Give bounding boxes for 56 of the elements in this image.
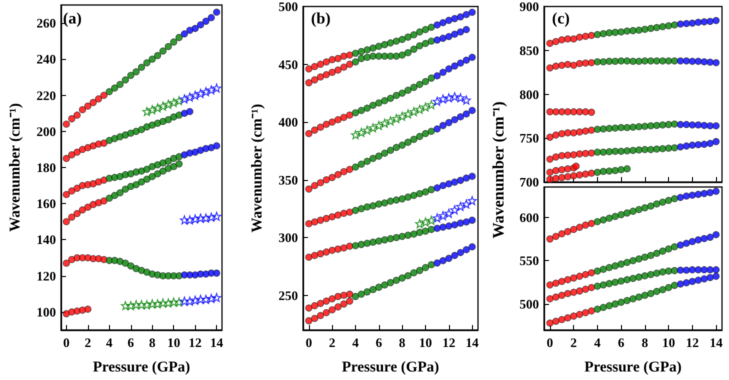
y-tick-label: 100 — [36, 304, 56, 320]
x-tick-label: 4 — [352, 335, 360, 350]
y-tick-label: 450 — [278, 56, 298, 72]
y-tick-label: 700 — [520, 174, 539, 190]
y-tick-label: 240 — [36, 52, 56, 67]
x-tick-label: 4 — [594, 335, 602, 350]
x-tick-label: 6 — [128, 335, 135, 350]
y-tick-label: 200 — [36, 124, 56, 139]
x-axis-title: Pressure (GPa) — [584, 360, 682, 376]
x-axis-title: Pressure (GPa) — [92, 360, 190, 376]
y-tick-label: 500 — [520, 296, 539, 312]
x-tick-label: 4 — [106, 335, 114, 350]
x-tick-label: 2 — [84, 335, 92, 350]
x-tick-label: 12 — [188, 335, 202, 350]
y-axis-title: Wavenumber (cm⁻¹) — [250, 104, 266, 233]
x-tick-label: 6 — [618, 335, 625, 350]
y-tick-label: 250 — [278, 288, 298, 303]
x-tick-label: 8 — [148, 335, 156, 350]
y-tick-label: 120 — [36, 268, 56, 284]
annotation: (c) — [552, 10, 570, 28]
y-tick-label: 600 — [520, 210, 539, 225]
y-tick-label: 900 — [520, 0, 539, 14]
x-tick-label: 10 — [662, 335, 676, 350]
y-tick-label: 500 — [278, 0, 298, 14]
x-tick-label: 0 — [306, 335, 312, 350]
x-tick-label: 0 — [546, 335, 554, 350]
y-tick-label: 400 — [278, 114, 298, 130]
y-tick-label: 160 — [36, 196, 56, 212]
x-tick-label: 6 — [376, 335, 383, 350]
y-axis-title: Wavenumber (cm⁻¹) — [8, 103, 24, 232]
y-tick-label: 800 — [520, 86, 539, 102]
x-tick-label: 10 — [167, 335, 180, 350]
y-tick-label: 550 — [520, 253, 539, 268]
y-tick-label: 750 — [520, 130, 539, 146]
x-tick-label: 0 — [63, 335, 70, 350]
y-tick-label: 300 — [278, 230, 298, 246]
x-tick-label: 14 — [210, 335, 224, 350]
annotation: (a) — [63, 10, 82, 28]
y-tick-label: 180 — [36, 160, 56, 175]
x-tick-label: 2 — [328, 335, 336, 350]
annotation: (b) — [311, 10, 331, 28]
y-tick-label: 220 — [36, 88, 56, 103]
x-tick-label: 14 — [466, 335, 480, 350]
x-tick-label: 12 — [442, 335, 456, 350]
y-axis-title: Wavenumber (cm⁻¹) — [490, 101, 508, 239]
y-tick-label: 850 — [520, 42, 539, 58]
x-tick-label: 2 — [570, 335, 577, 350]
y-tick-label: 260 — [36, 16, 56, 31]
x-tick-label: 10 — [419, 335, 432, 350]
x-axis-title: Pressure (GPa) — [342, 360, 440, 376]
y-tick-label: 140 — [36, 232, 56, 248]
x-tick-label: 8 — [398, 335, 406, 350]
x-tick-label: 14 — [710, 335, 724, 350]
y-tick-label: 350 — [278, 172, 298, 188]
x-tick-label: 8 — [642, 335, 649, 350]
x-tick-label: 12 — [686, 335, 699, 350]
